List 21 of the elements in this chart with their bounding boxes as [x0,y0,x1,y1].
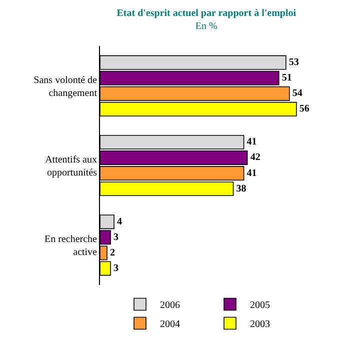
legend-label: 2004 [160,319,180,330]
data-label: 41 [246,168,257,179]
chart-title: Etat d'esprit actuel par rapport à l'emploi [116,8,296,19]
data-label: 51 [282,72,292,84]
data-label: 42 [250,152,260,164]
data-label: 38 [236,183,246,194]
data-label: 56 [299,104,310,115]
y-tick-label: Attentifs aux opportunités [45,154,98,178]
data-label: 2 [110,247,116,258]
y-tick-label: En recherche active [44,234,98,258]
data-label: 54 [292,88,302,100]
data-label: 41 [246,136,257,148]
y-tick-label: Sans volonté de changement [34,74,98,99]
legend-label: 2005 [250,300,270,312]
data-label: 3 [114,262,119,274]
legend-label: 2003 [250,319,270,330]
data-label: 4 [117,216,122,228]
data-label: 53 [288,57,299,68]
data-label: 3 [114,232,119,243]
legend-label: 2006 [160,300,180,312]
chart-subtitle: En % [195,20,218,32]
